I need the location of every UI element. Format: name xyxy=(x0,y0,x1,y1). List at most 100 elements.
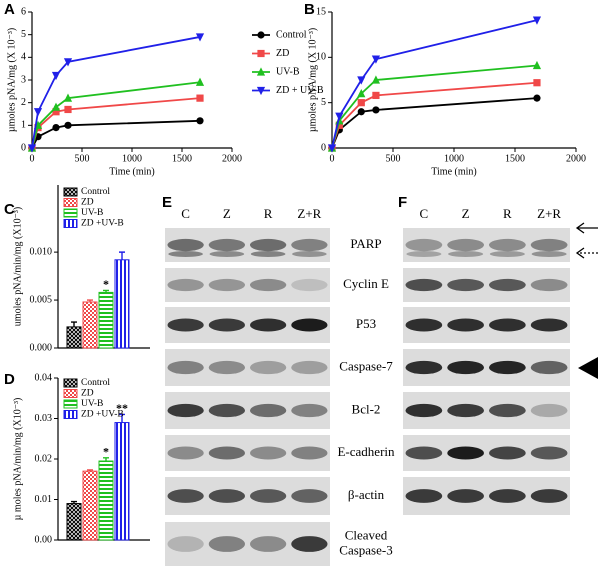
marker xyxy=(357,89,366,98)
error-bar xyxy=(87,469,93,472)
legend-label: ZD + UV-B xyxy=(276,85,324,96)
blot-band xyxy=(489,446,526,460)
blot-band xyxy=(405,318,443,332)
lane-label: R xyxy=(503,206,512,221)
y-tick-label: 10 xyxy=(316,52,326,63)
blot-strip xyxy=(165,349,330,386)
blot-band xyxy=(208,446,246,460)
marker xyxy=(371,55,381,64)
bar xyxy=(82,301,98,349)
x-tick-label: 0 xyxy=(30,153,35,164)
blot-band xyxy=(447,360,484,375)
blot-band xyxy=(489,278,526,292)
blot-band xyxy=(168,251,203,257)
marker xyxy=(357,99,365,107)
x-tick-label: 1500 xyxy=(172,153,192,164)
blot-band xyxy=(167,536,204,552)
y-tick-label: 0.04 xyxy=(35,372,53,383)
x-tick-label: 2000 xyxy=(566,153,586,164)
error-bar xyxy=(87,299,93,302)
legend-label: ZD xyxy=(276,48,289,59)
marker xyxy=(51,102,61,111)
dotted-arrow-head xyxy=(575,247,585,259)
marker xyxy=(372,106,380,114)
x-tick-label: 0 xyxy=(330,153,335,164)
blot-band xyxy=(208,489,246,503)
y-axis-label: umoles pNA/min/mg (X10⁻³) xyxy=(12,207,23,326)
blot-band xyxy=(208,403,246,418)
marker xyxy=(64,121,72,129)
blot-band xyxy=(167,403,204,418)
error-bar xyxy=(71,321,77,327)
blot-band xyxy=(208,360,246,375)
x-tick-label: 2000 xyxy=(222,153,242,164)
marker xyxy=(52,124,60,132)
blot-band xyxy=(530,318,568,332)
panel-label: F xyxy=(398,194,407,211)
legend-label: ZD xyxy=(81,389,94,399)
marker xyxy=(27,144,37,153)
blot-row-label: P53 xyxy=(356,316,376,331)
blot-band xyxy=(405,278,443,292)
blot-band xyxy=(447,318,484,332)
marker xyxy=(327,144,337,153)
bar xyxy=(114,422,130,541)
blot-band xyxy=(209,251,245,257)
blot-row-label: PARP xyxy=(350,236,381,251)
legend-marker xyxy=(257,49,265,58)
y-tick-label: 0.01 xyxy=(35,494,53,505)
x-tick-label: 500 xyxy=(75,153,90,164)
legend-label: UV-B xyxy=(81,399,103,409)
lane-label: Z xyxy=(223,206,231,221)
lane-label: Z+R xyxy=(537,206,561,221)
legend-marker xyxy=(257,31,265,39)
blot-row-label: Caspase-3 xyxy=(339,542,392,557)
blot-row-label: E-cadherin xyxy=(337,444,395,459)
blot-band xyxy=(530,489,568,503)
panel-label: B xyxy=(304,1,315,18)
blot-band xyxy=(489,489,526,503)
blot-band xyxy=(489,251,525,257)
y-tick-label: 1 xyxy=(21,120,26,131)
y-tick-label: 0.010 xyxy=(30,246,53,257)
error-bar xyxy=(71,500,77,504)
panel-label: C xyxy=(4,201,15,218)
y-tick-label: 0.000 xyxy=(30,342,53,353)
blot-band xyxy=(291,278,328,292)
blot-band xyxy=(405,489,443,503)
blot-band xyxy=(489,403,526,418)
y-tick-label: 0.00 xyxy=(35,534,53,545)
legend-label: Control xyxy=(276,29,307,40)
marker xyxy=(51,71,61,81)
marker xyxy=(64,105,72,114)
marker xyxy=(195,77,205,86)
blot-band xyxy=(291,489,328,503)
significance: * xyxy=(103,277,109,291)
blot-band xyxy=(249,360,287,375)
significance: ** xyxy=(116,401,128,415)
x-tick-label: 1000 xyxy=(122,153,142,164)
legend-label: Control xyxy=(81,187,110,197)
blot-band xyxy=(208,536,246,552)
blot-band xyxy=(249,318,287,332)
bar xyxy=(66,503,82,541)
blot-band xyxy=(448,251,484,257)
blot-row-label: Cleaved xyxy=(345,527,388,542)
lane-label: R xyxy=(264,206,273,221)
solid-arrow-head xyxy=(575,222,585,234)
blot-band xyxy=(489,318,526,332)
blot-band xyxy=(249,278,287,292)
y-axis-label: µ moles pNA/min/mg (X10⁻³) xyxy=(12,398,23,521)
blot-band xyxy=(447,278,484,292)
marker xyxy=(335,121,343,129)
blot-band xyxy=(167,446,204,460)
blot-band xyxy=(530,403,568,418)
marker xyxy=(372,91,380,100)
error-bar xyxy=(103,289,109,293)
lane-label: C xyxy=(420,206,429,221)
error-bar xyxy=(103,457,109,462)
blot-band xyxy=(489,238,526,252)
y-tick-label: 6 xyxy=(21,6,26,17)
blot-row-label: Bcl-2 xyxy=(352,401,381,416)
